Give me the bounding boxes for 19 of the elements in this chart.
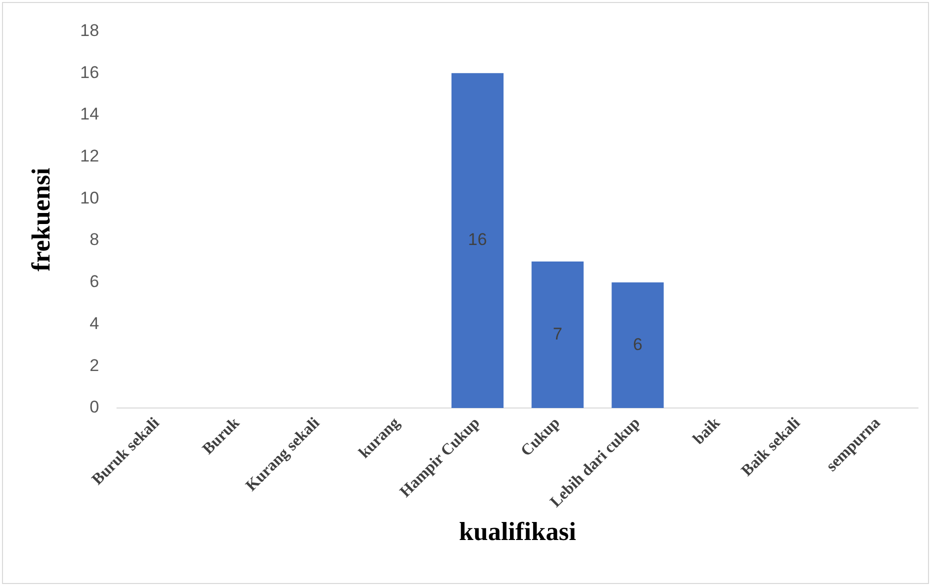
y-axis-title: frekuensi bbox=[26, 168, 56, 272]
y-tick-label: 2 bbox=[90, 356, 100, 375]
y-tick-label: 0 bbox=[90, 398, 100, 417]
y-tick-label: 8 bbox=[90, 230, 100, 250]
y-tick-label: 14 bbox=[80, 104, 100, 124]
y-tick-label: 4 bbox=[90, 314, 100, 333]
data-label: 6 bbox=[632, 334, 642, 354]
y-tick-label: 6 bbox=[90, 272, 100, 292]
bar bbox=[612, 282, 664, 408]
x-axis-title: kualifikasi bbox=[459, 517, 576, 546]
y-tick-label: 16 bbox=[80, 62, 100, 82]
bar bbox=[451, 73, 504, 408]
y-tick-label: 10 bbox=[80, 188, 100, 208]
bar bbox=[532, 261, 584, 408]
y-tick-label: 12 bbox=[80, 146, 100, 166]
data-label: 16 bbox=[468, 230, 487, 250]
data-label: 7 bbox=[552, 324, 562, 344]
x-tick-label: baik bbox=[690, 414, 724, 448]
y-tick-label: 18 bbox=[80, 20, 100, 40]
